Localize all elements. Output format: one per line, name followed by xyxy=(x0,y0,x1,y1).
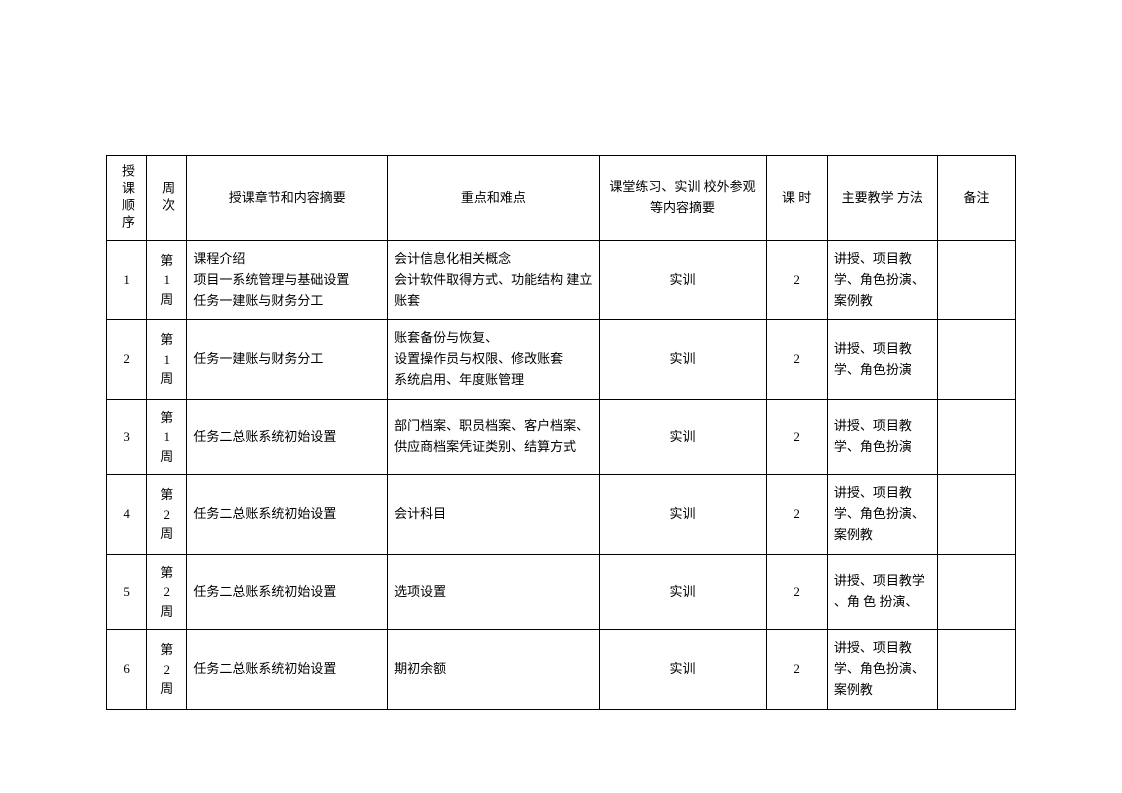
table-row: 4第2周任务二总账系统初始设置会计科目实训2讲授、项目教学、角色扮演、 案例教 xyxy=(107,475,1016,554)
teaching-schedule-table: 授课顺序 周次 授课章节和内容摘要 重点和难点 课堂练习、实训 校外参观等内容摘… xyxy=(106,155,1016,710)
table-header: 授课顺序 周次 授课章节和内容摘要 重点和难点 课堂练习、实训 校外参观等内容摘… xyxy=(107,156,1016,241)
header-week: 周次 xyxy=(147,156,187,241)
cell-method: 讲授、项目教学、角色扮演 xyxy=(827,320,937,399)
cell-method: 讲授、项目教学、角色扮演、 案例教 xyxy=(827,241,937,320)
cell-chapter: 任务二总账系统初始设置 xyxy=(187,630,388,709)
cell-chapter: 任务二总账系统初始设置 xyxy=(187,554,388,630)
table-row: 6第2周任务二总账系统初始设置期初余额实训2讲授、项目教学、角色扮演、 案例教 xyxy=(107,630,1016,709)
cell-week: 第2周 xyxy=(147,630,187,709)
cell-method: 讲授、项目教学、角色扮演、 案例教 xyxy=(827,630,937,709)
cell-remark xyxy=(937,630,1015,709)
header-keypoint: 重点和难点 xyxy=(388,156,599,241)
cell-chapter: 课程介绍项目一系统管理与基础设置任务一建账与财务分工 xyxy=(187,241,388,320)
cell-hours: 2 xyxy=(766,475,827,554)
table-body: 1第1周课程介绍项目一系统管理与基础设置任务一建账与财务分工会计信息化相关概念会… xyxy=(107,241,1016,710)
cell-hours: 2 xyxy=(766,241,827,320)
cell-hours: 2 xyxy=(766,554,827,630)
cell-remark xyxy=(937,241,1015,320)
cell-seq: 4 xyxy=(107,475,147,554)
table-row: 1第1周课程介绍项目一系统管理与基础设置任务一建账与财务分工会计信息化相关概念会… xyxy=(107,241,1016,320)
cell-week: 第2周 xyxy=(147,475,187,554)
cell-practice: 实训 xyxy=(599,475,766,554)
header-chapter: 授课章节和内容摘要 xyxy=(187,156,388,241)
table-header-row: 授课顺序 周次 授课章节和内容摘要 重点和难点 课堂练习、实训 校外参观等内容摘… xyxy=(107,156,1016,241)
table-row: 5第2周任务二总账系统初始设置选项设置实训2讲授、项目教学 、角 色 扮演、 xyxy=(107,554,1016,630)
cell-remark xyxy=(937,399,1015,475)
cell-chapter: 任务一建账与财务分工 xyxy=(187,320,388,399)
cell-keypoint: 会计信息化相关概念会计软件取得方式、功能结构 建立账套 xyxy=(388,241,599,320)
cell-week: 第1周 xyxy=(147,399,187,475)
cell-practice: 实训 xyxy=(599,241,766,320)
cell-remark xyxy=(937,554,1015,630)
header-remark: 备注 xyxy=(937,156,1015,241)
header-method: 主要教学 方法 xyxy=(827,156,937,241)
cell-keypoint: 账套备份与恢复、设置操作员与权限、修改账套系统启用、年度账管理 xyxy=(388,320,599,399)
cell-seq: 1 xyxy=(107,241,147,320)
cell-practice: 实训 xyxy=(599,630,766,709)
cell-hours: 2 xyxy=(766,320,827,399)
cell-keypoint: 选项设置 xyxy=(388,554,599,630)
teaching-schedule-table-container: 授课顺序 周次 授课章节和内容摘要 重点和难点 课堂练习、实训 校外参观等内容摘… xyxy=(106,155,1016,710)
cell-chapter: 任务二总账系统初始设置 xyxy=(187,399,388,475)
cell-week: 第2周 xyxy=(147,554,187,630)
cell-practice: 实训 xyxy=(599,399,766,475)
cell-week: 第1周 xyxy=(147,241,187,320)
cell-seq: 2 xyxy=(107,320,147,399)
cell-method: 讲授、项目教学、角色扮演 xyxy=(827,399,937,475)
header-seq: 授课顺序 xyxy=(107,156,147,241)
cell-keypoint: 会计科目 xyxy=(388,475,599,554)
cell-practice: 实训 xyxy=(599,554,766,630)
cell-keypoint: 部门档案、职员档案、客户档案、 供应商档案凭证类别、结算方式 xyxy=(388,399,599,475)
cell-keypoint: 期初余额 xyxy=(388,630,599,709)
cell-hours: 2 xyxy=(766,399,827,475)
cell-remark xyxy=(937,475,1015,554)
cell-seq: 5 xyxy=(107,554,147,630)
cell-chapter: 任务二总账系统初始设置 xyxy=(187,475,388,554)
header-hours: 课 时 xyxy=(766,156,827,241)
cell-hours: 2 xyxy=(766,630,827,709)
cell-remark xyxy=(937,320,1015,399)
table-row: 2第1周任务一建账与财务分工账套备份与恢复、设置操作员与权限、修改账套系统启用、… xyxy=(107,320,1016,399)
cell-week: 第1周 xyxy=(147,320,187,399)
cell-method: 讲授、项目教学 、角 色 扮演、 xyxy=(827,554,937,630)
cell-practice: 实训 xyxy=(599,320,766,399)
cell-seq: 6 xyxy=(107,630,147,709)
cell-seq: 3 xyxy=(107,399,147,475)
table-row: 3第1周任务二总账系统初始设置部门档案、职员档案、客户档案、 供应商档案凭证类别… xyxy=(107,399,1016,475)
header-practice: 课堂练习、实训 校外参观等内容摘要 xyxy=(599,156,766,241)
cell-method: 讲授、项目教学、角色扮演、 案例教 xyxy=(827,475,937,554)
